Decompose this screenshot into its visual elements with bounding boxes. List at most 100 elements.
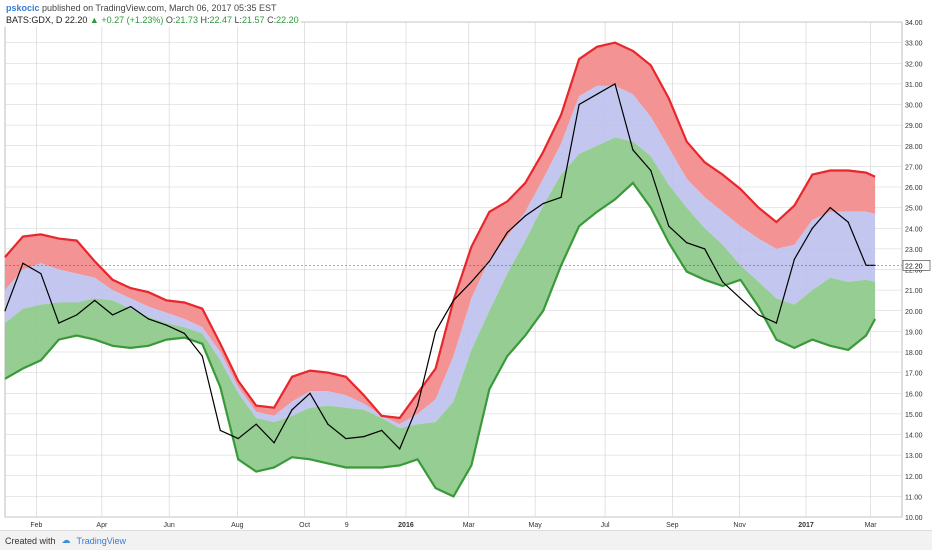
- y-tick-label: 25.00: [905, 206, 923, 213]
- low-label: L:: [234, 15, 243, 25]
- high-label: H:: [200, 15, 210, 25]
- y-tick-label: 19.00: [905, 329, 923, 336]
- price-point: [668, 225, 670, 227]
- price-point: [219, 429, 221, 431]
- line-layer: [4, 82, 876, 450]
- x-tick-label: Oct: [299, 522, 310, 529]
- price-point: [345, 438, 347, 440]
- price-point: [722, 281, 724, 283]
- price-point: [273, 442, 275, 444]
- price-point: [165, 324, 168, 326]
- price-point: [399, 448, 401, 450]
- x-tick-label: Apr: [96, 522, 108, 529]
- x-tick-label: Jul: [601, 522, 610, 529]
- close-value: 22.20: [276, 15, 299, 25]
- last-value: 22.20: [64, 15, 88, 25]
- price-axis[interactable]: 10.00 11.00 12.00 13.00 14.00 15.00 16.00 17.00…: [905, 20, 923, 522]
- y-tick-label: 23.00: [905, 247, 923, 254]
- y-tick-label: 14.00: [905, 433, 923, 440]
- y-tick-label: 29.00: [905, 123, 923, 130]
- triangle-up-icon: ▲: [89, 15, 99, 25]
- price-point: [255, 423, 257, 425]
- high-value: 22.47: [209, 15, 232, 25]
- y-tick-label: 18.00: [905, 350, 923, 357]
- created-with-text: Created with: [5, 535, 56, 546]
- price-point: [309, 392, 311, 394]
- y-tick-label: 16.00: [905, 391, 923, 398]
- open-label: O:: [165, 15, 176, 25]
- x-tick-label: Mar: [463, 522, 476, 529]
- x-tick-label: 9: [345, 522, 349, 529]
- price-point: [434, 330, 437, 332]
- x-tick-label: Sep: [666, 522, 679, 529]
- price-point: [417, 405, 419, 407]
- price-point: [94, 299, 96, 302]
- close-label: C:: [267, 15, 277, 25]
- y-tick-label: 22.00: [905, 268, 923, 275]
- y-tick-label: 13.00: [905, 453, 923, 460]
- price-point: [76, 314, 78, 316]
- chart-header: pskocic published on TradingView.com, Ma…: [4, 1, 301, 27]
- published-text: published on TradingView.com, March 06, …: [42, 3, 277, 13]
- last-price-tag: 22.20: [5, 260, 931, 271]
- price-point: [524, 215, 526, 217]
- price-point: [811, 227, 813, 229]
- price-point: [506, 231, 508, 233]
- author-link[interactable]: pskocic: [6, 3, 40, 13]
- tradingview-cloud-icon: ☁: [61, 535, 71, 545]
- price-point: [632, 149, 634, 151]
- price-point: [58, 322, 60, 324]
- change-value: +0.27 (+1.23%): [101, 15, 164, 25]
- symbol-label[interactable]: BATS:GDX, D: [6, 15, 63, 25]
- price-point: [201, 355, 203, 357]
- low-value: 21.57: [242, 15, 265, 25]
- y-tick-label: 20.00: [905, 309, 923, 316]
- y-tick-label: 26.00: [905, 185, 923, 192]
- price-point: [686, 242, 688, 244]
- price-point: [596, 93, 598, 95]
- price-point: [650, 169, 652, 172]
- price-point: [614, 83, 616, 85]
- price-point: [793, 258, 795, 260]
- price-point: [327, 423, 329, 425]
- price-point: [40, 273, 42, 275]
- price-point: [704, 248, 706, 250]
- price-point: [470, 281, 473, 283]
- price-point: [237, 438, 239, 440]
- lower-band-edge: [4, 181, 877, 498]
- y-tick-label: 17.00: [905, 371, 923, 378]
- band-layer: [4, 41, 877, 498]
- price-point: [381, 429, 383, 431]
- price-point: [488, 260, 490, 262]
- tradingview-link[interactable]: TradingView: [76, 535, 127, 546]
- x-tick-label: Nov: [733, 522, 746, 529]
- ohlc-line: BATS:GDX, D 22.20 ▲ +0.27 (+1.23%) O:21.…: [6, 14, 299, 26]
- y-tick-label: 34.00: [905, 20, 923, 27]
- upper-band-edge: [4, 41, 876, 420]
- x-tick-label: 2017: [798, 522, 814, 529]
- price-point: [452, 299, 455, 302]
- y-tick-label: 21.00: [905, 288, 923, 295]
- y-tick-label: 31.00: [905, 82, 923, 89]
- price-point: [4, 310, 6, 312]
- last-price-box: [902, 260, 931, 271]
- price-point: [847, 221, 849, 223]
- publisher-line: pskocic published on TradingView.com, Ma…: [6, 2, 299, 14]
- price-point: [775, 322, 778, 324]
- x-tick-label: Jun: [164, 522, 175, 529]
- lower-band: [5, 137, 876, 497]
- price-point: [363, 435, 365, 438]
- footer-bar: Created with ☁ TradingView: [0, 530, 932, 550]
- price-point: [147, 318, 150, 320]
- price-point: [829, 207, 831, 209]
- y-tick-label: 28.00: [905, 144, 923, 151]
- price-point: [578, 103, 580, 106]
- time-axis[interactable]: Feb Apr Jun Aug Oct 9 2016 Mar May Jul Sep Nov 2017 M…: [30, 522, 877, 529]
- price-point: [542, 202, 544, 205]
- last-price-label: 22.20: [905, 263, 923, 270]
- x-tick-label: Feb: [30, 522, 42, 529]
- open-value: 21.73: [175, 15, 198, 25]
- y-tick-label: 32.00: [905, 61, 923, 68]
